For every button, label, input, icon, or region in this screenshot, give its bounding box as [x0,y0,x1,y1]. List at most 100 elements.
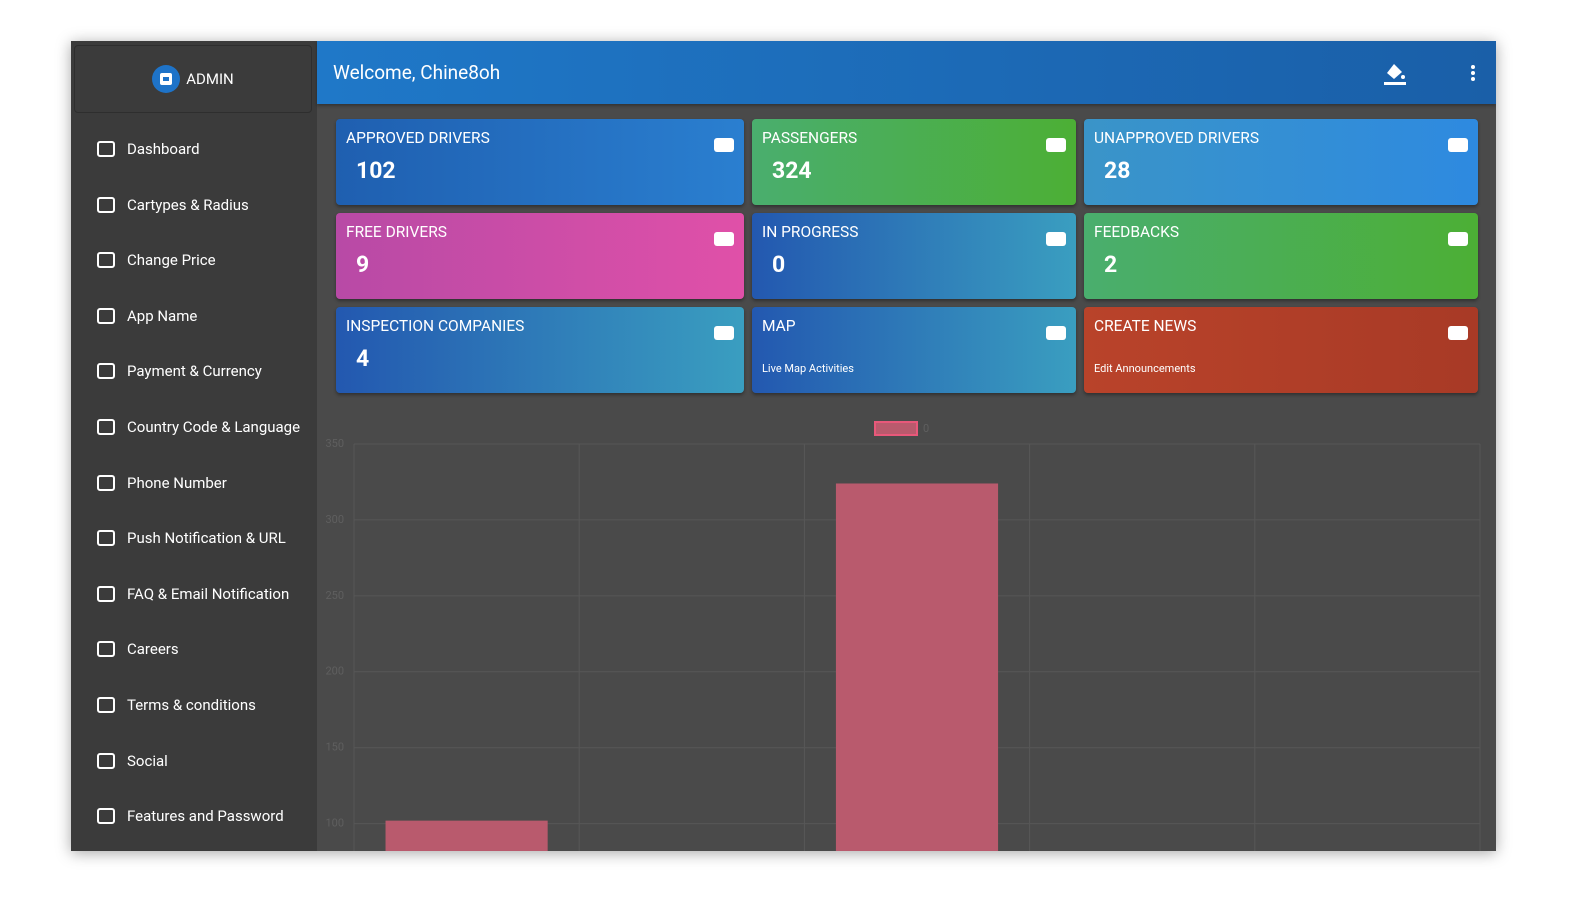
menu-icon [97,808,115,825]
menu-item[interactable]: Cartypes & Radius [95,193,249,217]
icon-shape [97,141,115,157]
card-value: 0 [772,251,786,278]
menu-label: Payment & Currency [127,362,262,381]
menu-item[interactable]: FAQ & Email Notification [95,582,289,606]
menu-label: Terms & conditions [127,696,256,714]
card-value: 4 [356,345,370,372]
icon-shape [97,419,115,435]
card-title: FREE DRIVERS [346,223,447,241]
menu-label: Cartypes & Radius [127,195,249,214]
card-title: FEEDBACKS [1094,223,1180,241]
icon-shape [97,697,115,713]
brand-text: ADMIN [186,70,234,88]
menu-icon [97,363,115,380]
menu-icon [97,530,115,547]
menu-item[interactable]: Social [95,749,168,773]
menu-label: FAQ & Email Notification [127,584,290,603]
y-tick-label: 300 [325,513,344,526]
stat-card[interactable]: FREE DRIVERS 9 [336,213,744,299]
stat-card[interactable]: FEEDBACKS 2 [1084,213,1478,299]
card-title: PASSENGERS [762,129,858,147]
menu-icon [97,307,115,324]
card-icon [1448,326,1468,340]
app-window: ADMIN Dashboard Cartypes & Radius Change P… [71,41,1496,851]
menu-icon [97,641,115,658]
card-value: 28 [1104,157,1131,184]
menu-label: Phone Number [127,473,227,492]
card-title: MAP [762,317,796,335]
y-tick-label: 150 [325,741,344,754]
stat-card[interactable]: APPROVED DRIVERS 102 [336,119,744,205]
menu-label: Careers [127,640,179,659]
menu-item[interactable]: Phone Number [95,471,227,495]
icon-shape [714,232,734,246]
header-title: Welcome, Chine8oh [333,61,501,84]
bar [835,483,999,851]
menu-icon [97,419,115,435]
legend-label: 0 [923,422,929,435]
brand[interactable]: ADMIN [74,45,312,113]
card-icon [1448,138,1468,152]
menu-icon [97,585,115,602]
card-title: CREATE NEWS [1094,317,1197,335]
icon-shape [1046,326,1066,340]
menu-item[interactable]: Dashboard [95,137,200,161]
menu-item[interactable]: Careers [95,637,179,661]
card-value: 324 [772,157,812,184]
y-tick-label: 200 [325,665,344,678]
brand-logo [152,65,181,93]
card-icon [714,138,734,152]
card-title: UNAPPROVED DRIVERS [1094,129,1260,147]
menu-label: Change Price [127,251,216,270]
stat-card[interactable]: MAP Live Map Activities [752,307,1076,393]
sidebar: ADMIN Dashboard Cartypes & Radius Change P… [71,41,317,851]
icon-shape [97,363,115,380]
y-tick-label: 350 [325,437,344,450]
card-icon [714,232,734,246]
icon-shape [97,585,115,602]
paint-icon[interactable] [1381,59,1409,87]
header: Welcome, Chine8oh [317,41,1496,104]
menu-icon [97,141,115,157]
card-title: APPROVED DRIVERS [346,129,490,147]
menu-icon [97,474,115,491]
menu-icon[interactable] [1467,63,1479,83]
card-icon [1448,232,1468,246]
stat-card[interactable]: IN PROGRESS 0 [752,213,1076,299]
menu-item[interactable]: Change Price [95,248,216,272]
menu-item[interactable]: Features and Password [95,804,284,828]
chart: 100 150 200 250 300 350 0 [325,421,1481,851]
menu-item[interactable]: Push Notification & URL [95,526,286,550]
stat-card[interactable]: UNAPPROVED DRIVERS 28 [1084,119,1478,205]
bar [385,820,548,851]
card-value: 102 [356,157,396,184]
card-icon [714,326,734,340]
icon-shape [1448,326,1468,340]
stat-card[interactable]: INSPECTION COMPANIES 4 [336,307,744,393]
icon-shape [97,474,115,491]
card-icon [1046,326,1066,340]
logo-icon [160,73,173,85]
icon-shape [97,307,115,324]
menu-item[interactable]: Terms & conditions [95,693,256,717]
icon-shape [97,808,115,825]
card-title: INSPECTION COMPANIES [346,317,525,335]
menu-label: Features and Password [127,807,284,826]
stat-card[interactable]: PASSENGERS 324 [752,119,1076,205]
menu-item[interactable]: Country Code & Language [95,415,300,439]
menu-icon [97,252,115,269]
icon-shape [714,326,734,340]
menu-item[interactable]: App Name [95,304,197,328]
card-title: IN PROGRESS [762,223,859,241]
stat-card[interactable]: CREATE NEWS Edit Announcements [1084,307,1478,393]
menu-item[interactable]: Payment & Currency [95,359,262,383]
menu-icon [97,752,115,769]
legend-swatch [874,421,918,436]
card-subtitle: Live Map Activities [762,362,854,375]
y-tick-label: 100 [325,817,344,830]
icon-shape [1046,232,1066,246]
y-tick-label: 250 [325,589,344,602]
icon-shape [714,138,734,152]
menu-label: Country Code & Language [127,418,301,436]
